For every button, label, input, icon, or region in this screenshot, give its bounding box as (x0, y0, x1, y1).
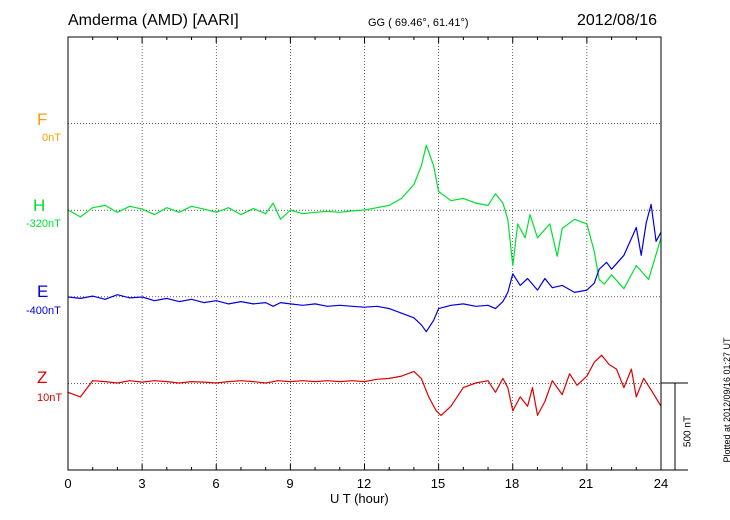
x-axis-label: U T (hour) (330, 491, 389, 506)
x-tick-label: 9 (286, 476, 294, 491)
x-tick-label: 18 (504, 476, 520, 491)
scale-bar-label: 500 nT (682, 415, 694, 448)
x-tick-label: 21 (578, 476, 594, 491)
date-label: 2012/08/16 (577, 12, 658, 29)
series-line-h (67, 144, 662, 290)
station-title: Amderma (AMD) [AARI] (68, 12, 239, 29)
plotted-timestamp: Plotted at 2012/09/16 01:27 UT (722, 337, 730, 463)
x-tick-label: 24 (653, 476, 669, 491)
geographic-coords: GG ( 69.46°, 61.41°) (368, 17, 469, 29)
series-label-z: Z (37, 368, 48, 387)
x-tick-label: 6 (212, 476, 220, 491)
series-offset-f: 0nT (42, 132, 61, 144)
series-line-e (67, 203, 662, 333)
x-tick-label: 0 (64, 476, 72, 491)
x-tick-label: 15 (430, 476, 446, 491)
series-offset-e: -400nT (26, 305, 61, 317)
x-tick-label: 3 (138, 476, 146, 491)
x-tick-label: 12 (356, 476, 372, 491)
tick-marks (67, 37, 662, 470)
series-label-h: H (33, 196, 46, 215)
series-label-e: E (37, 282, 49, 301)
series-offset-z: 10nT (37, 392, 63, 404)
scale-bar (661, 382, 688, 471)
series-line-z (67, 354, 662, 416)
grid-lines (68, 37, 661, 470)
series-offset-h: -320nT (26, 218, 61, 230)
series-traces (67, 144, 662, 416)
series-label-f: F (37, 110, 48, 129)
